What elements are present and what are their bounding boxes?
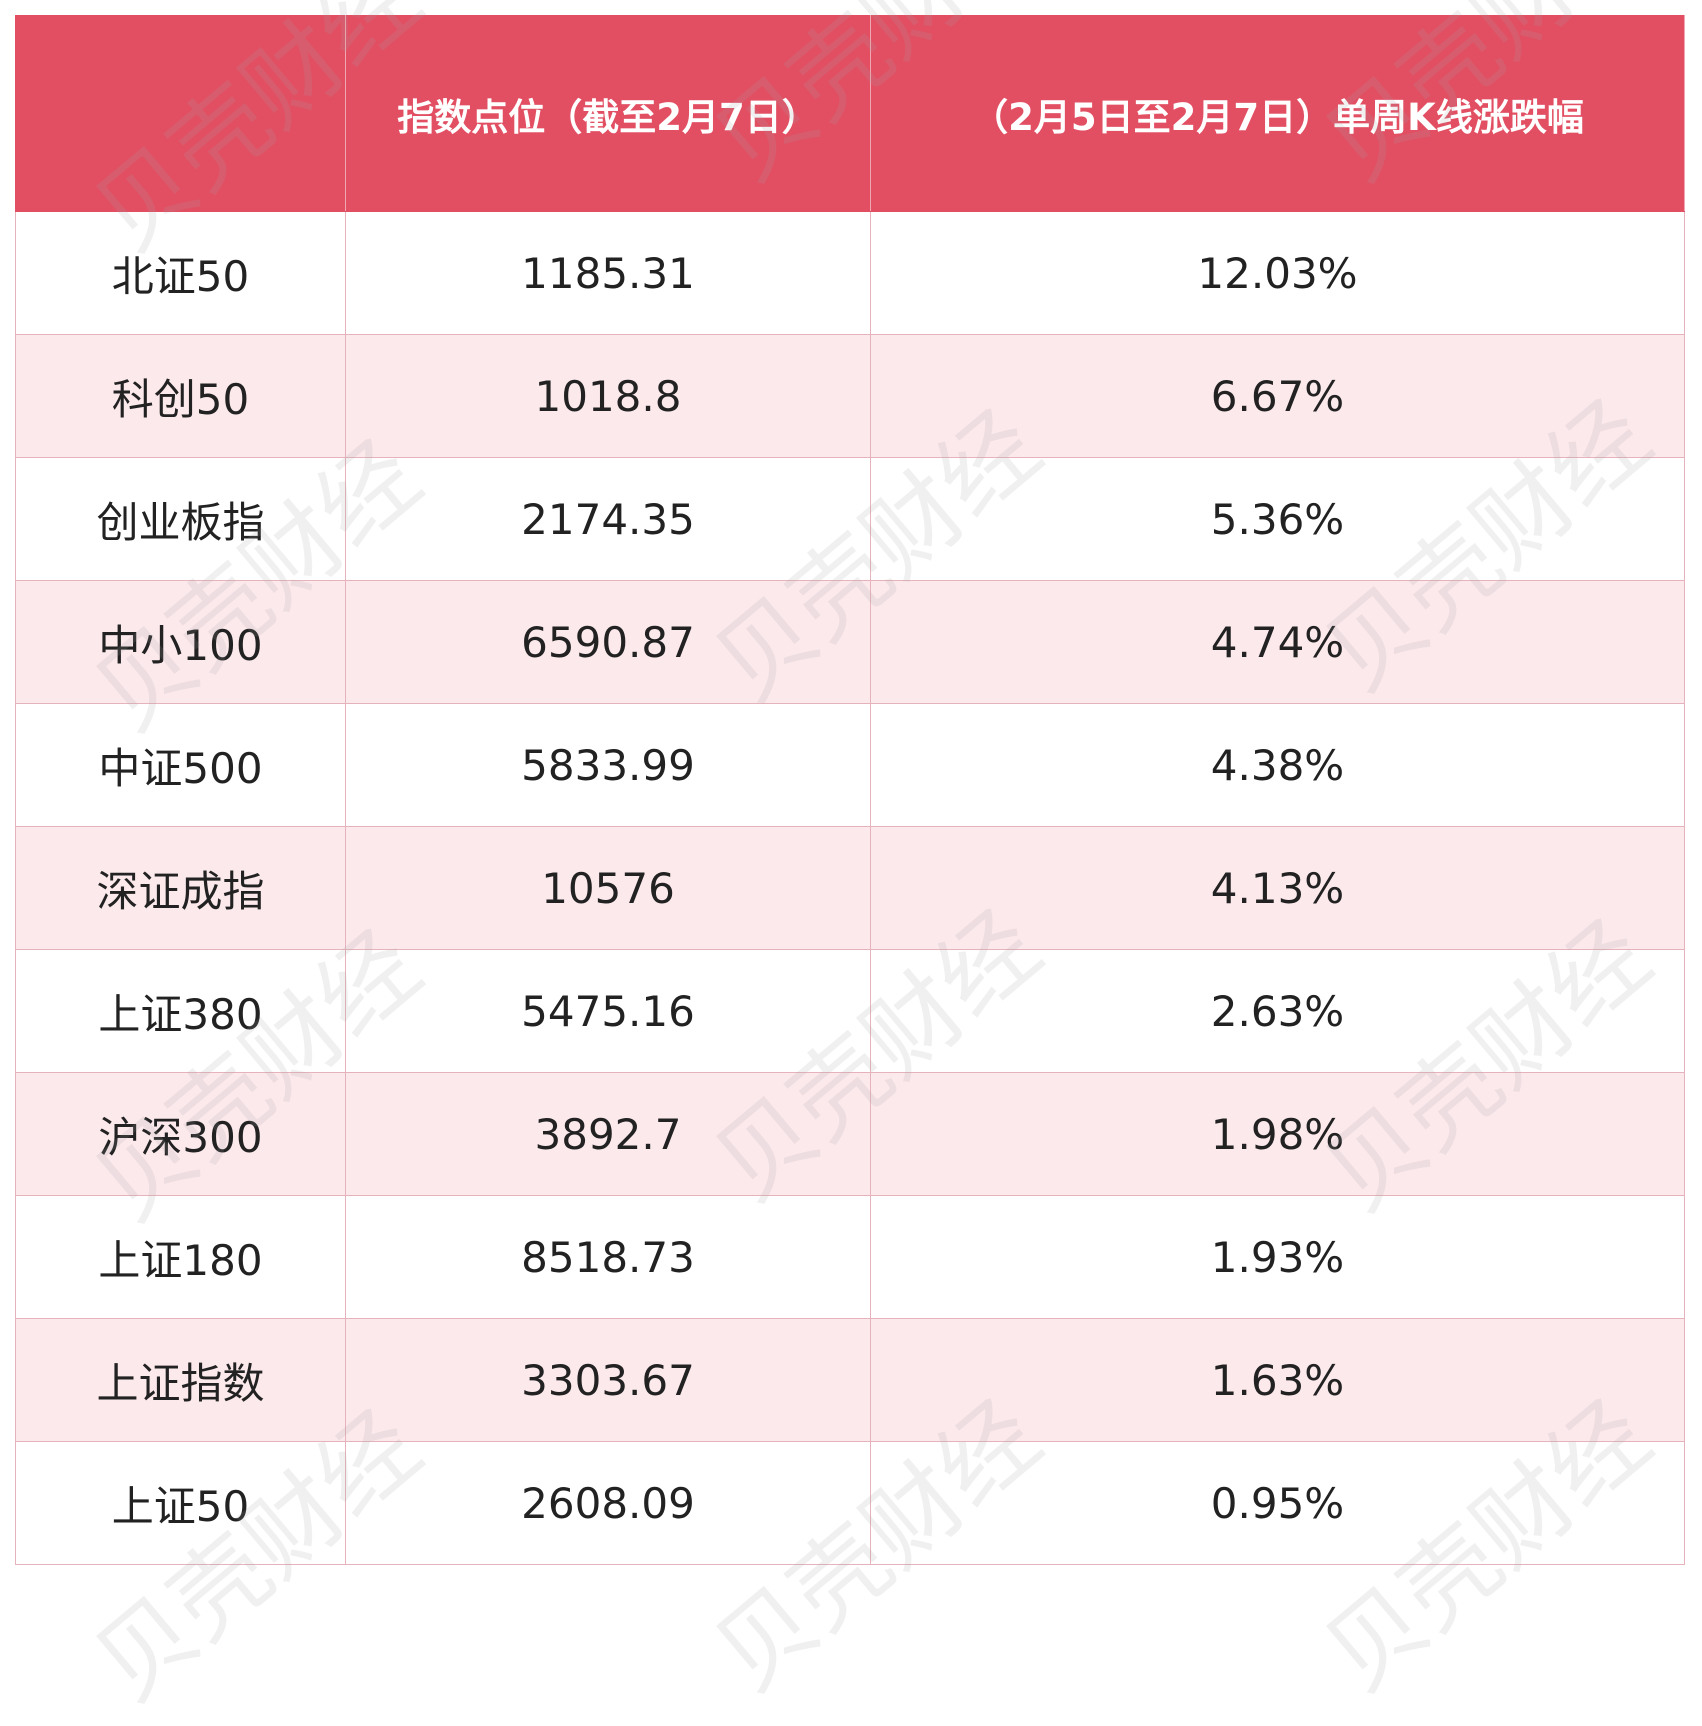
index-points: 3892.7 xyxy=(345,1072,871,1196)
index-points: 3303.67 xyxy=(345,1318,871,1442)
index-points: 10576 xyxy=(345,826,871,950)
header-cell-blank xyxy=(15,15,346,212)
index-name: 中证500 xyxy=(15,703,346,827)
header-cell: 指数点位（截至2月7日） xyxy=(345,15,871,212)
weekly-change: 1.63% xyxy=(870,1318,1685,1442)
index-name: 深证成指 xyxy=(15,826,346,950)
weekly-change: 6.67% xyxy=(870,334,1685,458)
weekly-change: 0.95% xyxy=(870,1441,1685,1565)
index-table: 指数点位（截至2月7日） （2月5日至2月7日）单周K线涨跌幅 北证50 1185… xyxy=(15,15,1685,1565)
header-cell: （2月5日至2月7日）单周K线涨跌幅 xyxy=(870,15,1685,212)
index-points: 5475.16 xyxy=(345,949,871,1073)
index-name: 创业板指 xyxy=(15,457,346,581)
page: 指数点位（截至2月7日） （2月5日至2月7日）单周K线涨跌幅 北证50 1185… xyxy=(15,0,1685,1723)
index-points: 1018.8 xyxy=(345,334,871,458)
index-points: 5833.99 xyxy=(345,703,871,827)
table-row: 上证380 5475.16 2.63% xyxy=(15,949,1685,1073)
index-name: 上证380 xyxy=(15,949,346,1073)
index-points: 2174.35 xyxy=(345,457,871,581)
table-row: 中小100 6590.87 4.74% xyxy=(15,580,1685,704)
table-row: 科创50 1018.8 6.67% xyxy=(15,334,1685,458)
index-points: 6590.87 xyxy=(345,580,871,704)
weekly-change: 5.36% xyxy=(870,457,1685,581)
table-body: 北证50 1185.31 12.03% 科创50 1018.8 6.67% 创业板指 2174… xyxy=(15,211,1685,1565)
table-row: 深证成指 10576 4.13% xyxy=(15,826,1685,950)
index-name: 上证50 xyxy=(15,1441,346,1565)
index-points: 1185.31 xyxy=(345,211,871,335)
index-name: 上证180 xyxy=(15,1195,346,1319)
weekly-change: 1.93% xyxy=(870,1195,1685,1319)
table-row: 创业板指 2174.35 5.36% xyxy=(15,457,1685,581)
index-name: 上证指数 xyxy=(15,1318,346,1442)
index-name: 中小100 xyxy=(15,580,346,704)
table-row: 北证50 1185.31 12.03% xyxy=(15,211,1685,335)
index-name: 北证50 xyxy=(15,211,346,335)
weekly-change: 2.63% xyxy=(870,949,1685,1073)
weekly-change: 1.98% xyxy=(870,1072,1685,1196)
table-row: 沪深300 3892.7 1.98% xyxy=(15,1072,1685,1196)
index-points: 8518.73 xyxy=(345,1195,871,1319)
weekly-change: 4.38% xyxy=(870,703,1685,827)
weekly-change: 4.74% xyxy=(870,580,1685,704)
index-points: 2608.09 xyxy=(345,1441,871,1565)
table-row: 上证50 2608.09 0.95% xyxy=(15,1441,1685,1565)
table-row: 上证指数 3303.67 1.63% xyxy=(15,1318,1685,1442)
index-name: 科创50 xyxy=(15,334,346,458)
header-row: 指数点位（截至2月7日） （2月5日至2月7日）单周K线涨跌幅 xyxy=(15,15,1685,212)
table-row: 上证180 8518.73 1.93% xyxy=(15,1195,1685,1319)
table-row: 中证500 5833.99 4.38% xyxy=(15,703,1685,827)
index-name: 沪深300 xyxy=(15,1072,346,1196)
weekly-change: 4.13% xyxy=(870,826,1685,950)
weekly-change: 12.03% xyxy=(870,211,1685,335)
